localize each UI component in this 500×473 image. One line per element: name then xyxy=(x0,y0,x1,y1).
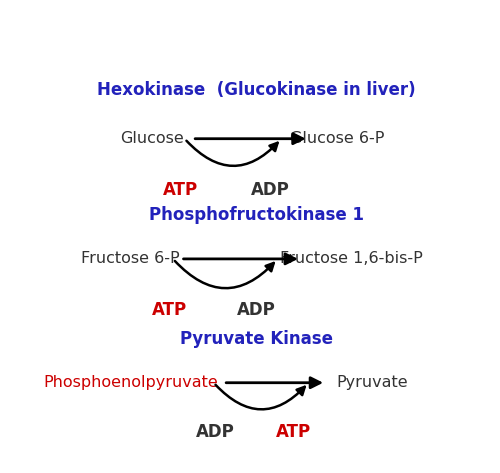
Text: Pyruvate: Pyruvate xyxy=(336,375,408,390)
Text: Fructose 1,6-bis-P: Fructose 1,6-bis-P xyxy=(280,251,422,266)
Text: ADP: ADP xyxy=(196,423,235,441)
Text: Hexokinase  (Glucokinase in liver): Hexokinase (Glucokinase in liver) xyxy=(97,80,416,98)
Text: Fructose 6-P: Fructose 6-P xyxy=(81,251,180,266)
Text: Phosphofructokinase 1: Phosphofructokinase 1 xyxy=(149,206,364,224)
FancyArrowPatch shape xyxy=(216,385,305,409)
Text: Phosphoenolpyruvate: Phosphoenolpyruvate xyxy=(43,375,218,390)
Text: ATP: ATP xyxy=(163,181,198,199)
Text: ADP: ADP xyxy=(250,181,289,199)
FancyArrowPatch shape xyxy=(175,261,274,288)
Text: ADP: ADP xyxy=(237,301,276,319)
FancyArrowPatch shape xyxy=(186,141,278,166)
Text: Glucose 6-P: Glucose 6-P xyxy=(290,131,385,146)
Text: Pyruvate Kinase: Pyruvate Kinase xyxy=(180,330,333,348)
Text: ATP: ATP xyxy=(276,423,310,441)
Text: Glucose: Glucose xyxy=(120,131,184,146)
Text: ATP: ATP xyxy=(152,301,186,319)
